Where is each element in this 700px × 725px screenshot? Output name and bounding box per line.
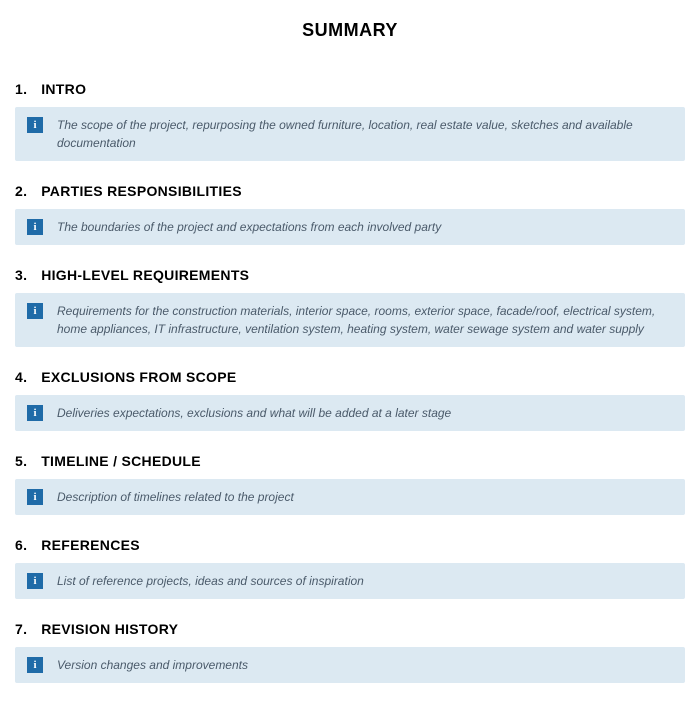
section-heading: 4. EXCLUSIONS FROM SCOPE xyxy=(15,369,685,385)
section-number: 1. xyxy=(15,81,37,97)
info-icon: i xyxy=(27,117,43,133)
summary-section: 7. REVISION HISTORY i Version changes an… xyxy=(15,621,685,683)
section-number: 2. xyxy=(15,183,37,199)
info-box: i Description of timelines related to th… xyxy=(15,479,685,515)
section-number: 5. xyxy=(15,453,37,469)
info-box: i The scope of the project, repurposing … xyxy=(15,107,685,161)
section-heading: 6. REFERENCES xyxy=(15,537,685,553)
info-box: i Deliveries expectations, exclusions an… xyxy=(15,395,685,431)
section-title: TIMELINE / SCHEDULE xyxy=(41,453,201,469)
section-title: REVISION HISTORY xyxy=(41,621,178,637)
info-description: Description of timelines related to the … xyxy=(57,488,294,506)
section-heading: 2. PARTIES RESPONSIBILITIES xyxy=(15,183,685,199)
section-heading: 3. HIGH-LEVEL REQUIREMENTS xyxy=(15,267,685,283)
section-number: 6. xyxy=(15,537,37,553)
section-heading: 1. INTRO xyxy=(15,81,685,97)
info-description: Deliveries expectations, exclusions and … xyxy=(57,404,451,422)
summary-section: 2. PARTIES RESPONSIBILITIES i The bounda… xyxy=(15,183,685,245)
section-title: HIGH-LEVEL REQUIREMENTS xyxy=(41,267,249,283)
page-title: SUMMARY xyxy=(15,20,685,41)
info-icon: i xyxy=(27,303,43,319)
section-number: 3. xyxy=(15,267,37,283)
summary-section: 5. TIMELINE / SCHEDULE i Description of … xyxy=(15,453,685,515)
section-title: PARTIES RESPONSIBILITIES xyxy=(41,183,242,199)
summary-section: 4. EXCLUSIONS FROM SCOPE i Deliveries ex… xyxy=(15,369,685,431)
section-title: REFERENCES xyxy=(41,537,140,553)
section-number: 4. xyxy=(15,369,37,385)
info-box: i Requirements for the construction mate… xyxy=(15,293,685,347)
info-description: The boundaries of the project and expect… xyxy=(57,218,441,236)
info-icon: i xyxy=(27,657,43,673)
info-description: List of reference projects, ideas and so… xyxy=(57,572,364,590)
info-icon: i xyxy=(27,219,43,235)
info-box: i List of reference projects, ideas and … xyxy=(15,563,685,599)
info-icon: i xyxy=(27,405,43,421)
section-heading: 5. TIMELINE / SCHEDULE xyxy=(15,453,685,469)
info-description: The scope of the project, repurposing th… xyxy=(57,116,673,152)
section-title: EXCLUSIONS FROM SCOPE xyxy=(41,369,236,385)
sections-container: 1. INTRO i The scope of the project, rep… xyxy=(15,81,685,683)
section-number: 7. xyxy=(15,621,37,637)
info-icon: i xyxy=(27,573,43,589)
summary-section: 1. INTRO i The scope of the project, rep… xyxy=(15,81,685,161)
info-icon: i xyxy=(27,489,43,505)
section-heading: 7. REVISION HISTORY xyxy=(15,621,685,637)
section-title: INTRO xyxy=(41,81,86,97)
info-description: Requirements for the construction materi… xyxy=(57,302,673,338)
summary-section: 6. REFERENCES i List of reference projec… xyxy=(15,537,685,599)
summary-section: 3. HIGH-LEVEL REQUIREMENTS i Requirement… xyxy=(15,267,685,347)
info-box: i The boundaries of the project and expe… xyxy=(15,209,685,245)
info-description: Version changes and improvements xyxy=(57,656,248,674)
